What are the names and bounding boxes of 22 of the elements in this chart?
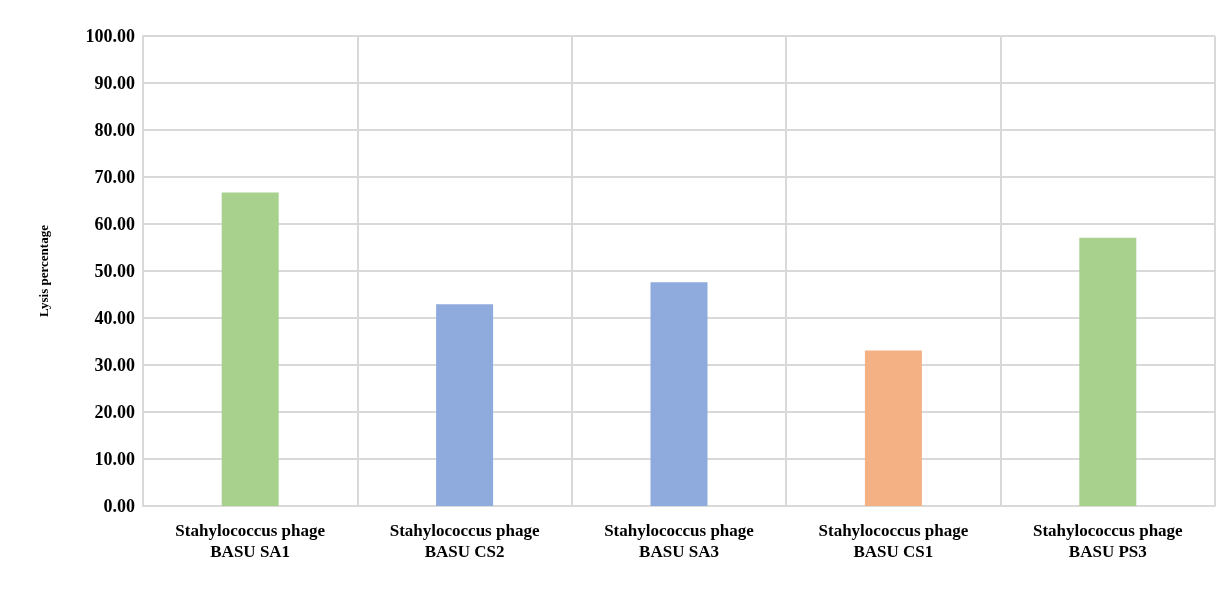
x-tick-label: Stahylococcus phage BASU CS1 bbox=[818, 521, 969, 561]
bar bbox=[864, 350, 922, 506]
x-tick-label: Stahylococcus phage BASU SA3 bbox=[604, 521, 755, 561]
y-tick-label: 80.00 bbox=[94, 120, 135, 140]
x-tick-label: Stahylococcus phage BASU PS3 bbox=[1032, 521, 1184, 561]
x-tick-label: Stahylococcus phage BASU CS2 bbox=[389, 521, 540, 561]
y-axis-title: Lysis percentage bbox=[36, 224, 51, 317]
y-tick-label: 20.00 bbox=[94, 402, 135, 422]
y-tick-label: 60.00 bbox=[94, 214, 135, 234]
y-tick-label: 100.00 bbox=[85, 26, 135, 46]
y-tick-label: 70.00 bbox=[94, 167, 135, 187]
bar bbox=[1079, 237, 1137, 506]
bar bbox=[436, 304, 494, 506]
y-tick-label: 50.00 bbox=[94, 261, 135, 281]
y-tick-label: 0.00 bbox=[103, 496, 135, 516]
x-tick-label: Stahylococcus phage BASU SA1 bbox=[175, 521, 326, 561]
y-tick-label: 30.00 bbox=[94, 355, 135, 375]
y-tick-label: 10.00 bbox=[94, 449, 135, 469]
bar bbox=[650, 282, 708, 506]
y-tick-label: 40.00 bbox=[94, 308, 135, 328]
bar bbox=[221, 192, 279, 506]
y-tick-label: 90.00 bbox=[94, 73, 135, 93]
